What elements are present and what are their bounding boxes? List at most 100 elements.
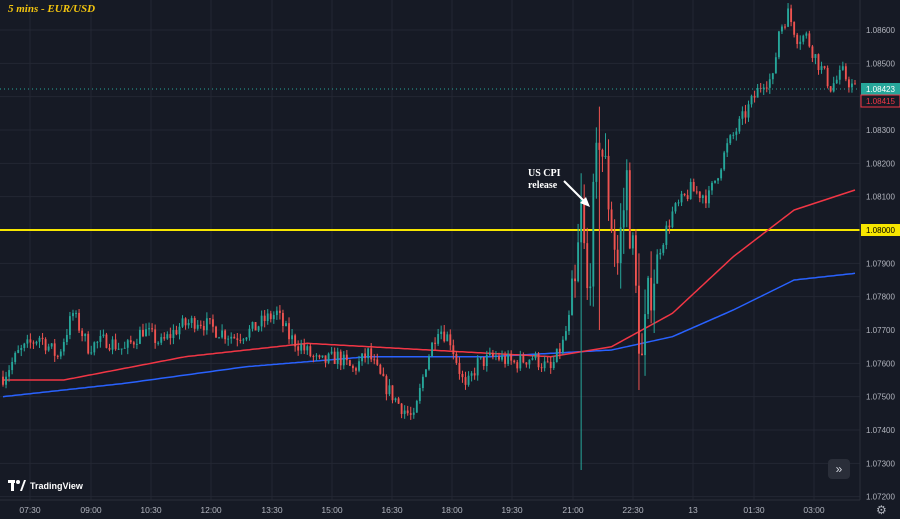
candle <box>199 320 202 329</box>
candle <box>470 371 473 382</box>
candle <box>345 350 348 366</box>
candle <box>169 327 172 345</box>
candle <box>166 331 169 340</box>
candle <box>391 385 394 404</box>
candle <box>625 159 628 228</box>
candle <box>29 333 32 349</box>
y-tick-label: 1.07500 <box>866 393 895 402</box>
candle <box>56 354 59 360</box>
annotation-line-2: release <box>528 180 558 191</box>
candle <box>793 21 796 38</box>
candle <box>823 65 826 70</box>
candle <box>221 324 224 339</box>
y-tick-label: 1.08700 <box>866 0 895 2</box>
candle <box>257 325 260 333</box>
candle <box>275 306 278 320</box>
price-axis[interactable] <box>860 0 900 500</box>
candle <box>729 134 732 146</box>
candle <box>17 345 20 354</box>
plot-area <box>0 0 860 500</box>
candle <box>571 270 573 316</box>
y-tick-label: 1.07700 <box>866 326 895 335</box>
candle <box>726 138 729 158</box>
candle <box>595 127 598 199</box>
svg-text:1.08423: 1.08423 <box>866 85 895 94</box>
gear-icon[interactable]: ⚙ <box>876 503 887 517</box>
candle <box>367 347 370 365</box>
candle <box>838 65 841 85</box>
candle <box>546 356 549 363</box>
candle <box>81 328 84 342</box>
candle <box>528 359 531 369</box>
candle <box>397 396 400 405</box>
candle <box>768 73 771 94</box>
x-tick-label: 19:30 <box>501 505 523 515</box>
candle <box>787 3 789 28</box>
candle <box>829 86 832 93</box>
candle <box>148 322 150 336</box>
candle <box>324 355 327 368</box>
candle <box>607 139 610 221</box>
candle <box>285 320 287 327</box>
candle <box>799 35 802 50</box>
candle <box>574 264 576 298</box>
candle <box>196 320 199 331</box>
candle <box>8 365 11 382</box>
scroll-to-realtime-button[interactable]: » <box>828 459 850 479</box>
candle <box>412 407 415 419</box>
candle <box>218 336 220 339</box>
candle <box>580 173 583 470</box>
candle <box>498 352 500 362</box>
candle <box>771 72 774 85</box>
tradingview-logo-icon <box>8 480 26 491</box>
candle <box>805 31 808 39</box>
x-tick-label: 13 <box>688 505 698 515</box>
candle <box>233 334 236 339</box>
candle <box>135 338 138 350</box>
candle <box>111 336 114 355</box>
candle <box>835 75 838 85</box>
candle <box>72 309 74 321</box>
candle <box>756 83 759 98</box>
candle <box>671 206 674 229</box>
candle <box>808 30 811 48</box>
candle <box>50 343 53 349</box>
candle <box>744 104 747 124</box>
time-axis[interactable] <box>0 500 900 519</box>
candle <box>634 229 637 294</box>
y-tick-label: 1.08100 <box>866 193 895 202</box>
candle <box>701 194 704 204</box>
candle <box>564 325 567 341</box>
candle <box>373 354 376 365</box>
moving-average-red <box>3 189 856 381</box>
candle <box>723 150 726 172</box>
candle <box>102 329 105 338</box>
candle <box>452 339 455 360</box>
x-tick-label: 15:00 <box>321 505 343 515</box>
candle <box>348 359 351 367</box>
candle <box>96 340 99 349</box>
tradingview-logo: TradingView <box>8 480 83 491</box>
candle <box>108 343 111 352</box>
candle <box>598 106 601 330</box>
candle <box>129 335 132 345</box>
candle <box>558 343 561 360</box>
candle <box>504 351 507 368</box>
last-price-label: 1.08423 <box>861 83 900 95</box>
candle <box>336 347 339 369</box>
candle <box>741 106 744 125</box>
candle <box>138 326 141 345</box>
candle <box>41 333 44 345</box>
candle <box>361 353 363 366</box>
candle <box>680 190 683 207</box>
candle <box>339 349 342 371</box>
y-tick-label: 1.07200 <box>866 493 895 502</box>
candle <box>717 177 720 184</box>
x-tick-label: 16:30 <box>381 505 403 515</box>
candle <box>114 333 117 351</box>
candle <box>409 406 412 420</box>
y-tick-label: 1.07900 <box>866 259 895 268</box>
candle <box>811 44 814 63</box>
candle <box>278 305 281 320</box>
